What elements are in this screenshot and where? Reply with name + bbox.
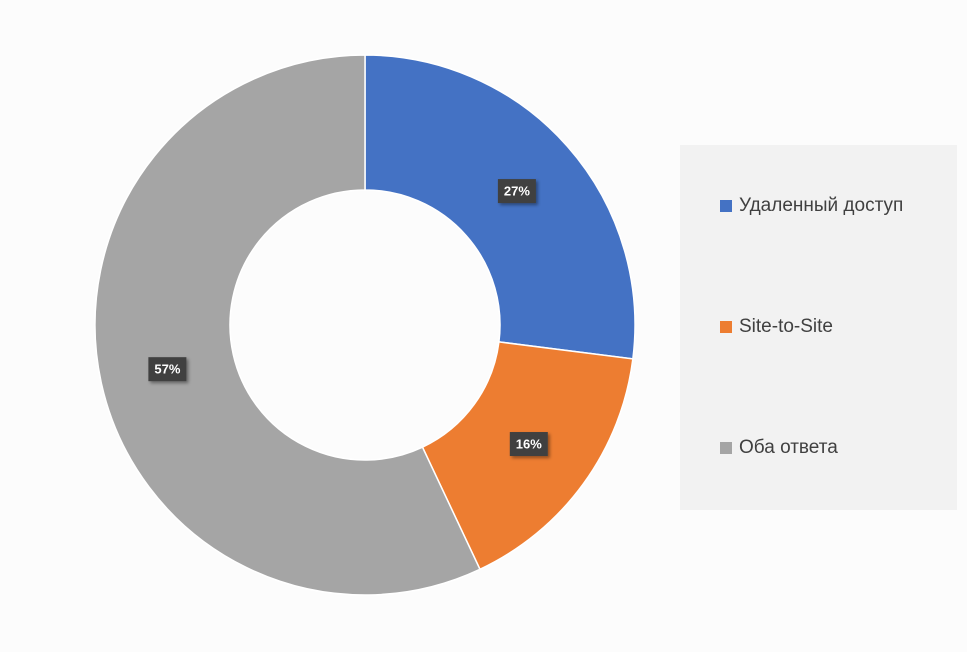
data-label-box	[497, 179, 536, 204]
data-label-box	[509, 432, 548, 457]
data-label-box	[148, 357, 187, 382]
legend-label: Site-to-Site	[739, 316, 833, 337]
donut-slice	[364, 54, 636, 360]
data-label: 16%	[516, 436, 542, 451]
data-label: 57%	[154, 362, 180, 377]
legend-label: Удаленный доступ	[739, 195, 903, 216]
donut-slice	[94, 54, 481, 596]
legend-swatch	[720, 442, 732, 454]
legend-swatch	[720, 200, 732, 212]
data-label: 27%	[504, 184, 530, 199]
legend-swatch	[720, 321, 732, 333]
legend-label: Оба ответа	[739, 437, 838, 458]
